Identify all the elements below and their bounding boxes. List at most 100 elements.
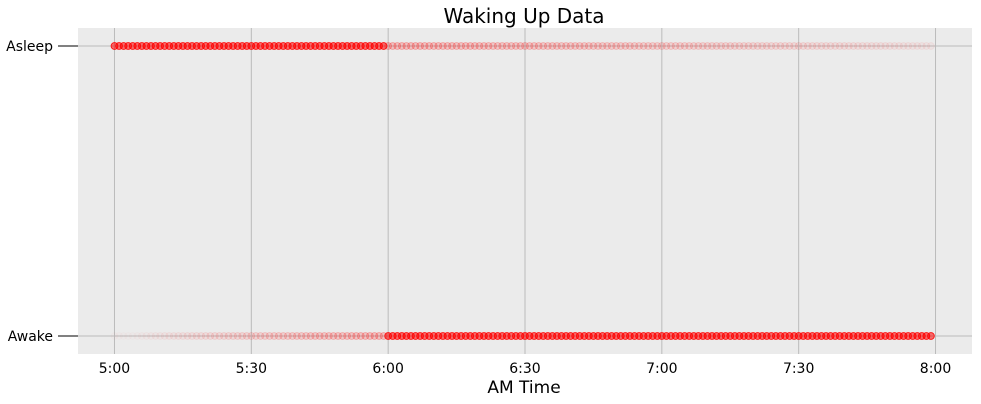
data-point [179, 332, 187, 340]
data-point [311, 332, 320, 340]
data-point [242, 332, 251, 340]
chart-title: Waking Up Data [443, 4, 604, 28]
data-point [908, 42, 917, 50]
data-point [585, 42, 593, 50]
data-point [384, 42, 393, 50]
data-point [758, 42, 767, 50]
data-point [229, 332, 237, 340]
data-point [352, 332, 361, 340]
data-point [689, 42, 698, 50]
data-point [288, 332, 297, 340]
data-point [685, 42, 694, 50]
data-point [475, 42, 484, 50]
data-point [708, 42, 716, 50]
data-point [735, 42, 744, 50]
data-point [571, 42, 580, 50]
data-point [206, 332, 215, 340]
data-point [448, 42, 456, 50]
data-point [785, 42, 794, 50]
data-point [416, 42, 424, 50]
data-point [872, 42, 881, 50]
data-point [794, 42, 803, 50]
data-point [411, 42, 420, 50]
data-point [293, 332, 301, 340]
y-tick-label: Asleep [6, 39, 53, 55]
data-point [256, 332, 265, 340]
data-point [420, 42, 429, 50]
data-points [110, 42, 935, 340]
data-point [676, 42, 684, 50]
data-point [439, 42, 447, 50]
data-point [484, 42, 493, 50]
data-point [680, 42, 689, 50]
data-point [429, 42, 438, 50]
data-point [607, 42, 616, 50]
data-point [726, 42, 735, 50]
data-point [151, 332, 160, 340]
data-point [279, 332, 288, 340]
data-point [169, 332, 178, 340]
data-point [808, 42, 817, 50]
data-point [361, 332, 370, 340]
data-point [753, 42, 762, 50]
data-point [616, 42, 625, 50]
data-point [621, 42, 630, 50]
y-axis: Awake Asleep [6, 39, 78, 345]
data-point [356, 332, 365, 340]
data-point [858, 42, 867, 50]
data-point [671, 42, 680, 50]
data-point [890, 42, 899, 50]
data-point [261, 332, 269, 340]
data-point [648, 42, 657, 50]
data-point [694, 42, 703, 50]
data-point [297, 332, 306, 340]
data-point [470, 42, 479, 50]
data-point [183, 332, 192, 340]
data-point [493, 42, 502, 50]
data-point [667, 42, 675, 50]
data-point [338, 332, 347, 340]
data-point [320, 332, 329, 340]
data-point [188, 332, 196, 340]
data-point [703, 42, 712, 50]
data-point [744, 42, 753, 50]
data-point [539, 42, 548, 50]
data-point [265, 332, 274, 340]
data-point [543, 42, 552, 50]
data-point [252, 332, 260, 340]
data-point [443, 42, 452, 50]
data-point [407, 42, 415, 50]
data-point [895, 42, 903, 50]
data-point [512, 42, 520, 50]
data-point [639, 42, 648, 50]
data-point [822, 42, 830, 50]
data-point [575, 42, 584, 50]
data-point [840, 42, 849, 50]
data-point [922, 42, 931, 50]
data-point [302, 332, 310, 340]
data-point [589, 42, 598, 50]
x-tick-label: 7:00 [646, 361, 677, 377]
data-point [498, 42, 507, 50]
x-tick-label: 7:30 [783, 361, 814, 377]
data-point [817, 42, 826, 50]
data-point [598, 42, 607, 50]
data-point [799, 42, 808, 50]
data-point [899, 42, 908, 50]
data-point [516, 42, 525, 50]
data-point [904, 42, 912, 50]
data-point [612, 42, 621, 50]
data-point [886, 42, 894, 50]
data-point [557, 42, 566, 50]
data-point [876, 42, 885, 50]
data-point [803, 42, 812, 50]
data-point [927, 42, 935, 50]
data-point [781, 42, 789, 50]
data-point [315, 332, 324, 340]
x-tick-label: 5:30 [236, 361, 267, 377]
data-point [772, 42, 780, 50]
data-point [398, 42, 406, 50]
data-point [530, 42, 538, 50]
data-point [402, 42, 411, 50]
data-point [347, 332, 356, 340]
